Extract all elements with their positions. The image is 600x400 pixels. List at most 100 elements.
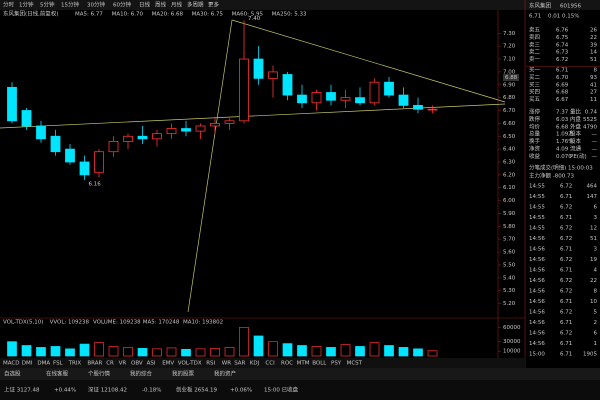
y-tick-label: 7.00: [503, 69, 516, 75]
candle-body: [152, 133, 162, 140]
bottom-tab[interactable]: 自选股: [4, 370, 21, 378]
y-tick-label: 5.80: [503, 224, 516, 230]
indicator-tab[interactable]: EMV: [162, 361, 174, 367]
candle-body: [123, 135, 133, 142]
status-item: 上证 3127.48: [4, 386, 40, 394]
trade-price: 6.71: [560, 320, 572, 326]
y-tick-label: 6.00: [503, 198, 516, 204]
indicator-tab[interactable]: MACD: [3, 361, 20, 367]
book-volume: 41: [590, 82, 597, 88]
bottom-tab[interactable]: 我的股票: [172, 370, 195, 378]
ma-label: MA5: 6.77: [75, 12, 103, 18]
trade-price: 6.71: [560, 268, 572, 274]
period-tab[interactable]: 日线: [139, 1, 151, 9]
indicator-tab[interactable]: WR: [222, 361, 231, 367]
indicator-tab[interactable]: RSI: [206, 361, 215, 367]
trade-time: 14:56: [529, 331, 545, 337]
indicator-tab[interactable]: TRIX: [68, 361, 82, 367]
trade-time: 14:56: [529, 299, 545, 305]
candle-body: [50, 135, 61, 153]
stat-cell: 1.09万: [556, 131, 574, 138]
indicator-tab[interactable]: VR: [119, 361, 127, 367]
candle-body: [65, 148, 75, 163]
y-tick-label: 6.80: [503, 95, 516, 101]
indicator-tab[interactable]: DMI: [22, 361, 33, 367]
indicator-tab[interactable]: MTM: [297, 361, 310, 367]
book-price: 6.72: [556, 57, 568, 63]
y-tick-label: 7.10: [503, 57, 516, 63]
candle-body: [355, 97, 365, 104]
indicator-tab[interactable]: FSL: [53, 361, 64, 367]
indicator-tab[interactable]: VOL-TDX: [178, 361, 202, 367]
stock-change: 0.01 0.15%: [548, 14, 579, 20]
period-tab[interactable]: 60分钟: [113, 1, 131, 9]
period-tab[interactable]: 15分钟: [61, 1, 79, 9]
indicator-tab[interactable]: ASI: [147, 361, 156, 367]
volume-tick-label: 60000: [503, 325, 521, 331]
trade-price: 6.71: [560, 215, 572, 221]
volume-label: VOL-TDX(5,10): [3, 320, 43, 326]
trade-time: 14:55: [529, 215, 545, 221]
volume-label: VVOL: 109238: [50, 320, 90, 326]
bottom-tab[interactable]: 个股行情: [88, 370, 111, 378]
trade-price: 6.71: [560, 194, 572, 200]
indicator-tab[interactable]: BOLL: [312, 361, 327, 367]
stat-cell: 净资: [529, 145, 541, 153]
ma-label: MA10: 6.70: [112, 12, 144, 18]
stock-price: 6.71: [529, 14, 541, 20]
volume-bar: [50, 346, 61, 357]
period-tab[interactable]: 5分钟: [40, 1, 55, 9]
volume-bar: [297, 345, 307, 357]
period-tab[interactable]: 分时: [3, 1, 15, 9]
bottom-tab[interactable]: 我的综合: [130, 370, 153, 378]
candle-body: [21, 110, 32, 127]
trade-volume: 12: [590, 226, 597, 232]
stat-cell: —: [592, 132, 598, 138]
indicator-tab[interactable]: DMA: [37, 361, 50, 367]
period-tab[interactable]: 月线: [171, 1, 183, 9]
indicator-tab[interactable]: BRAR: [87, 361, 102, 367]
indicator-tab[interactable]: CR: [106, 361, 114, 367]
volume-bar: [123, 347, 133, 357]
stat-cell: 1.76%: [556, 139, 573, 145]
y-tick-label: 5.50: [503, 262, 516, 268]
period-tab[interactable]: 30分钟: [87, 1, 105, 9]
period-tab[interactable]: 周线: [155, 1, 167, 9]
trade-price: 6.72: [560, 205, 572, 211]
trade-time: 14:56: [529, 268, 545, 274]
trade-time: 14:56: [529, 341, 545, 347]
status-item: +0.06%: [230, 388, 252, 394]
book-price: 6.71: [556, 68, 568, 74]
book-volume: 39: [590, 42, 597, 48]
trade-time: 14:55: [529, 194, 545, 200]
stat-cell: —: [592, 154, 598, 160]
y-tick-label: 6.30: [503, 160, 516, 166]
indicator-tab[interactable]: OBV: [131, 361, 143, 367]
indicator-tab[interactable]: PSY: [331, 361, 342, 367]
y-tick-label: 5.70: [503, 237, 516, 243]
indicator-tab[interactable]: KDJ: [250, 361, 260, 367]
trade-time: 14:56: [529, 310, 545, 316]
trade-time: 14:56: [529, 236, 545, 242]
trade-volume: 1: [594, 341, 598, 347]
book-price: 6.69: [556, 82, 569, 88]
candle-body: [181, 128, 191, 132]
trade-price: 6.71: [560, 341, 572, 347]
period-tab[interactable]: 多周期: [187, 1, 204, 9]
indicator-tab[interactable]: MCST: [347, 361, 363, 367]
toolbar-bg: [0, 0, 600, 10]
indicator-tab[interactable]: CCI: [265, 361, 275, 367]
stat-cell: 6.03: [556, 117, 569, 123]
indicator-tab[interactable]: ROC: [281, 361, 293, 367]
book-volume: 14: [590, 50, 597, 56]
period-tab[interactable]: 1分钟: [19, 1, 34, 9]
period-tab[interactable]: 更多: [208, 1, 220, 9]
money-flow: 主力净额 -800.73: [529, 172, 574, 180]
bottom-tab[interactable]: 在线客服: [46, 370, 69, 378]
book-volume: 51: [590, 57, 597, 63]
candle-body: [224, 120, 235, 124]
bottom-tab[interactable]: 我的资产: [214, 370, 237, 378]
book-price: 6.73: [556, 50, 569, 56]
indicator-tab[interactable]: SAR: [234, 361, 245, 367]
